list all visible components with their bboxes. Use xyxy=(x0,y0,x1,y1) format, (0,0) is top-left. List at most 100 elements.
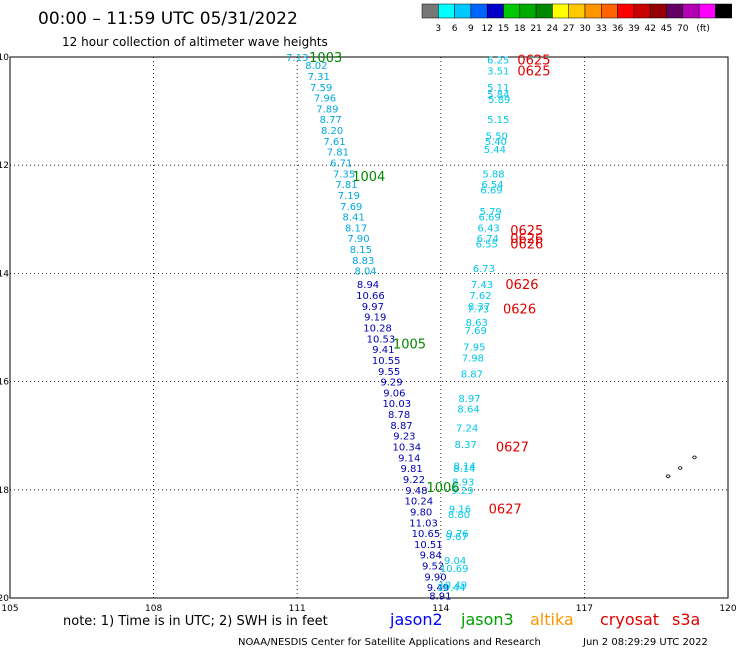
lat-tick-label: 10 xyxy=(0,53,9,63)
wave-height-label: 7.69 xyxy=(465,326,487,337)
wave-height-label: 8.87 xyxy=(390,421,412,432)
wave-height-label: 8.80 xyxy=(448,510,470,521)
scale-tick-label: 24 xyxy=(547,24,559,34)
wave-height-label: 9.80 xyxy=(410,507,432,518)
wave-height-label: 7.81 xyxy=(335,180,357,191)
wave-height-label: 5.88 xyxy=(482,169,504,180)
wave-height-label: 7.43 xyxy=(471,280,493,291)
scale-swatch xyxy=(438,3,455,19)
pass-time-label: 0626 xyxy=(505,278,538,293)
wave-height-label: 7.31 xyxy=(308,72,330,83)
satellite-legend-jason3: jason3 xyxy=(460,610,514,629)
scale-swatch xyxy=(601,3,618,19)
island-outline xyxy=(677,466,683,471)
wave-height-label: 8.94 xyxy=(357,280,379,291)
wave-height-label: 8.83 xyxy=(352,256,374,267)
scale-tick-label: 12 xyxy=(481,24,492,34)
wave-height-label: 8.37 xyxy=(455,440,477,451)
wave-height-label: 7.59 xyxy=(310,83,332,94)
wave-height-label: 11.03 xyxy=(409,518,438,529)
scale-swatch xyxy=(486,3,504,19)
scale-swatch xyxy=(568,3,586,19)
wave-height-label: 9.84 xyxy=(420,551,442,562)
satellite-legend-jason2: jason2 xyxy=(389,610,443,629)
pass-time-label: 0626 xyxy=(503,303,536,318)
wave-height-label: 8.87 xyxy=(461,369,483,380)
wave-height-label: 8.77 xyxy=(320,115,342,126)
lon-tick-label: 108 xyxy=(145,604,162,614)
wave-height-label: 9.76 xyxy=(446,529,468,540)
wave-height-label: 7.90 xyxy=(347,234,369,245)
wave-height-label: 9.81 xyxy=(400,464,422,475)
wave-height-label: 9.14 xyxy=(398,453,420,464)
wave-height-label: 7.13 xyxy=(286,53,308,64)
scale-tick-label: 15 xyxy=(498,24,509,34)
wave-height-label: 10.03 xyxy=(382,399,411,410)
wave-height-label: 6.69 xyxy=(478,213,500,224)
plot-area: 7.138.027.317.597.967.898.778.207.617.81… xyxy=(9,51,729,602)
scale-swatch xyxy=(633,3,651,19)
scale-swatch xyxy=(715,3,732,19)
scale-swatch xyxy=(552,3,569,19)
wave-height-label: 5.50 xyxy=(486,131,508,142)
wave-height-label: 10.49 xyxy=(438,580,467,591)
wave-height-label: 8.15 xyxy=(350,245,372,256)
generated-timestamp: Jun 2 08:29:29 UTC 2022 xyxy=(582,637,708,648)
pass-time-label: 0625 xyxy=(510,224,543,239)
wave-height-label: 6.25 xyxy=(487,56,509,67)
scale-swatch xyxy=(698,3,716,19)
wave-height-label: 9.16 xyxy=(449,505,471,516)
island-outline xyxy=(665,474,671,479)
wave-height-label: 8.91 xyxy=(429,591,451,602)
wave-height-label: 6.54 xyxy=(481,180,503,191)
wave-height-label: 9.22 xyxy=(403,475,425,486)
track-jason3-track1: 7.138.027.317.597.967.898.778.207.617.81… xyxy=(286,53,377,278)
lon-tick-label: 114 xyxy=(432,604,449,614)
wave-height-label: 9.48 xyxy=(405,486,427,497)
wave-height-label: 7.24 xyxy=(456,424,478,435)
lon-tick-label: 111 xyxy=(289,604,306,614)
track-jason3-track2: 6.253.51 5.115.845.89 5.15 5.505.405.44 5.88… xyxy=(437,56,510,594)
wave-height-label: 10.28 xyxy=(363,324,392,335)
scale-swatch xyxy=(454,3,472,19)
wave-height-label: 7.96 xyxy=(314,94,336,105)
wave-height-label: 8.93 xyxy=(452,478,474,489)
coastline-islands xyxy=(665,455,697,479)
wave-height-label: 9.29 xyxy=(380,378,402,389)
wave-height-label: 9.55 xyxy=(378,367,400,378)
wave-height-label: 9.04 xyxy=(444,556,466,567)
color-scale-legend: 3 6 9 12 15 18 21 24 27 30 33 36 39 42 45 70 (ft) xyxy=(421,3,732,34)
wave-height-label: 7.35 xyxy=(333,169,355,180)
wave-height-label: 10.34 xyxy=(392,443,421,454)
wave-height-label: 7.98 xyxy=(462,353,484,364)
scale-tick-label: 3 xyxy=(435,24,441,34)
scale-swatch xyxy=(666,3,684,19)
pass-time-label: 1004 xyxy=(352,170,385,185)
wave-height-label: 7.61 xyxy=(323,137,345,148)
plot-frame xyxy=(9,56,729,599)
wave-height-label: 9.19 xyxy=(364,313,386,324)
wave-height-label: 8.20 xyxy=(321,126,343,137)
wave-height-label: 7.69 xyxy=(340,202,362,213)
latitude-labels: 10 12 14 16 18 20 xyxy=(0,53,9,604)
wave-height-label: 7.89 xyxy=(316,104,338,115)
wave-height-label: 9.29 xyxy=(451,486,473,497)
lat-tick-label: 16 xyxy=(0,378,9,388)
scale-swatch xyxy=(535,3,553,19)
wave-height-label: 6.43 xyxy=(478,223,500,234)
pass-time-label: 0625 xyxy=(517,54,550,69)
wave-height-label: 10.51 xyxy=(414,540,443,551)
scale-tick-label: 33 xyxy=(596,24,607,34)
wave-height-label: 6.71 xyxy=(330,158,352,169)
scale-swatch xyxy=(617,3,635,19)
pass-time-label: 0627 xyxy=(496,441,529,456)
wave-height-label: 10.53 xyxy=(367,334,396,345)
wave-height-label: 8.14 xyxy=(454,461,476,472)
wave-height-label: 10.69 xyxy=(440,564,469,575)
wave-height-label: 6.73 xyxy=(473,264,495,275)
wave-height-label: 5.89 xyxy=(488,95,510,106)
scale-tick-label: 36 xyxy=(612,24,624,34)
satellite-legend: jason2 jason3 altika cryosat s3a xyxy=(389,610,700,629)
scale-tick-label: 42 xyxy=(644,24,655,34)
lat-tick-label: 14 xyxy=(0,269,9,279)
